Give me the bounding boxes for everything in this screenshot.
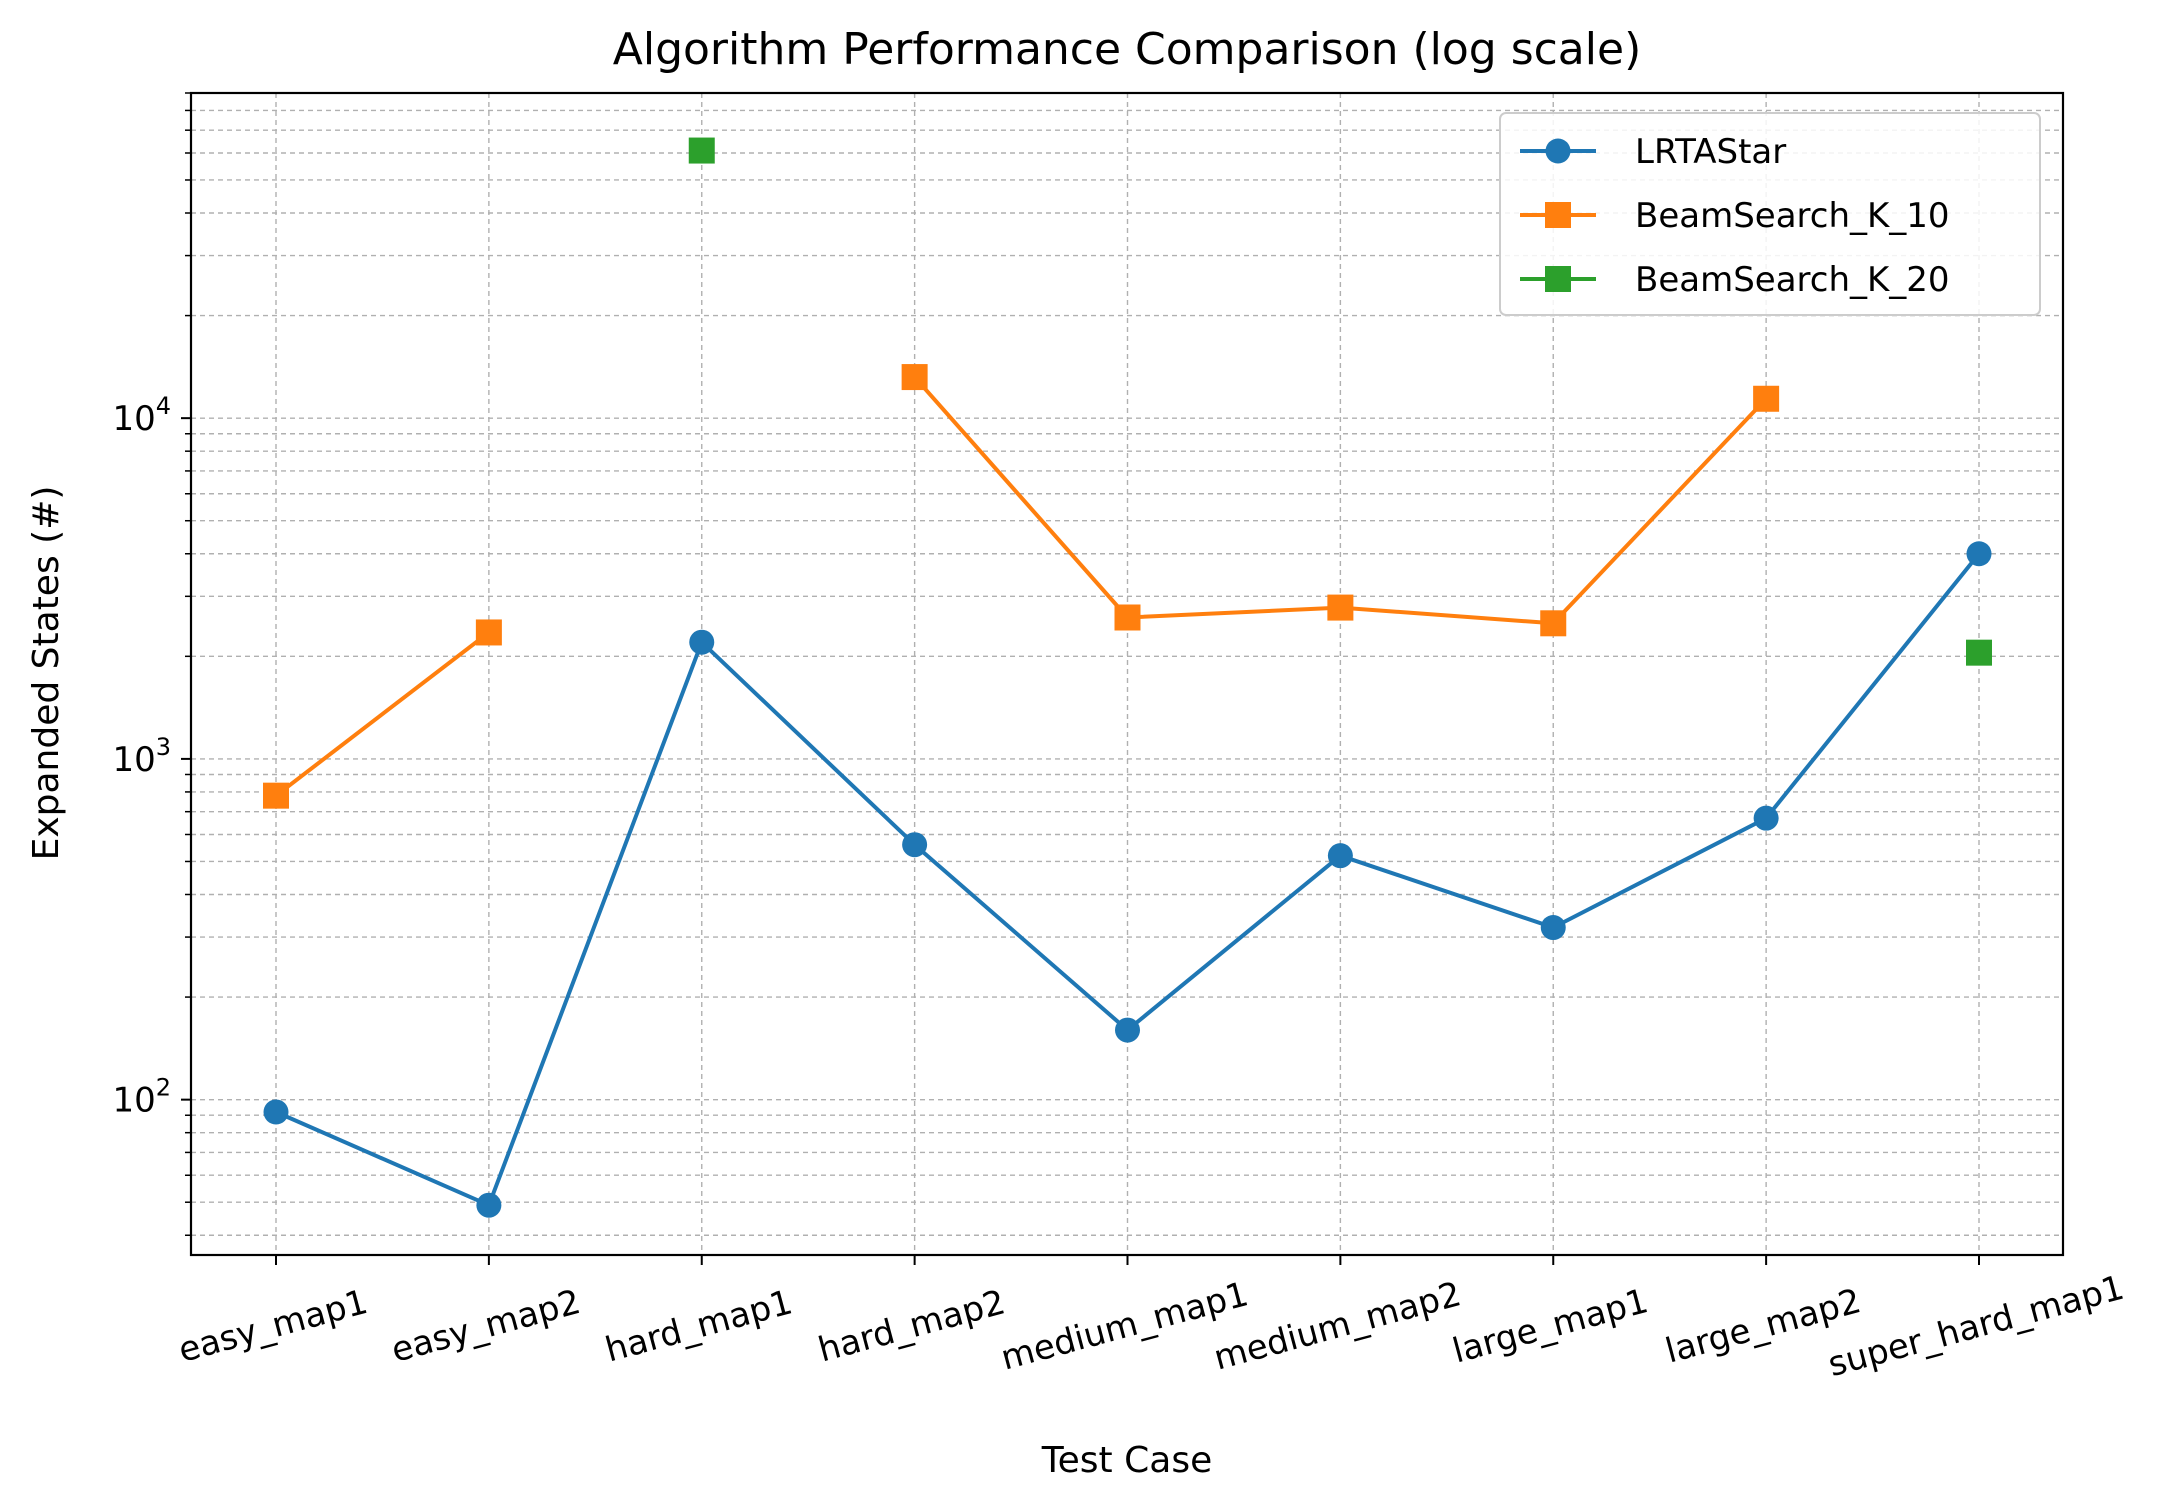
y-tick-label: 102	[112, 1074, 171, 1121]
data-point	[1540, 610, 1567, 637]
data-point	[476, 1192, 502, 1218]
data-point	[1753, 805, 1779, 831]
x-tick-label: medium_map2	[1210, 1274, 1466, 1378]
legend: LRTAStar BeamSearch_K_10 BeamSearch_K_20	[1499, 112, 2041, 316]
x-tick-label: hard_map2	[814, 1282, 1009, 1370]
series-BeamSearch_K_20	[688, 137, 1992, 666]
data-point	[901, 364, 928, 391]
y-tick-label-base: 10	[112, 1081, 155, 1121]
legend-item: BeamSearch_K_20	[1520, 260, 1950, 300]
data-point	[1753, 385, 1780, 412]
x-tick-label: easy_map2	[387, 1282, 585, 1371]
y-axis-label: Expanded States (#)	[26, 486, 67, 861]
x-axis-label: Test Case	[1041, 1440, 1212, 1481]
y-tick-label: 103	[112, 733, 171, 780]
x-tick-label: large_map1	[1448, 1281, 1652, 1371]
x-tick-label: hard_map1	[601, 1282, 796, 1370]
data-point	[1540, 915, 1566, 941]
legend-marker	[1545, 266, 1571, 292]
x-tick-label: medium_map1	[997, 1274, 1253, 1378]
legend-marker	[1545, 202, 1571, 228]
y-tick-label-base: 10	[112, 740, 155, 780]
legend-item: BeamSearch_K_10	[1520, 196, 1950, 236]
y-tick-label-exponent: 3	[156, 733, 171, 761]
legend-label: LRTAStar	[1635, 132, 1786, 172]
data-point	[1114, 604, 1141, 631]
data-point	[1327, 843, 1353, 869]
data-point	[688, 137, 715, 164]
y-tick-label-exponent: 2	[156, 1074, 171, 1102]
data-point	[1327, 594, 1354, 621]
series-line	[274, 630, 491, 798]
data-point	[689, 629, 715, 655]
legend-marker	[1545, 138, 1571, 164]
x-axis: easy_map1 easy_map2 hard_map1 hard_map2medi…	[174, 1255, 2128, 1385]
data-point	[1966, 639, 1992, 666]
data-point	[475, 619, 502, 646]
legend-item: LRTAStar	[1520, 132, 1786, 172]
legend-label: BeamSearch_K_20	[1635, 260, 1950, 300]
chart-title: Algorithm Performance Comparison (log sc…	[613, 24, 1641, 75]
legend-label: BeamSearch_K_10	[1635, 196, 1950, 236]
x-tick-label: easy_map1	[174, 1282, 372, 1371]
y-tick-label: 104	[112, 392, 171, 439]
x-tick-label: super_hard_map1	[1824, 1268, 2128, 1385]
data-point	[902, 832, 928, 858]
data-point	[1966, 541, 1992, 567]
y-tick-label-exponent: 4	[156, 392, 171, 420]
y-tick-label-base: 10	[112, 399, 155, 439]
plot-series	[263, 137, 1992, 1218]
data-point	[263, 782, 289, 809]
series-BeamSearch_K_10	[263, 364, 1780, 809]
data-point	[1115, 1017, 1140, 1043]
series-LRTAStar	[263, 541, 1992, 1218]
legend-box	[1499, 112, 2041, 316]
data-point	[263, 1099, 289, 1125]
